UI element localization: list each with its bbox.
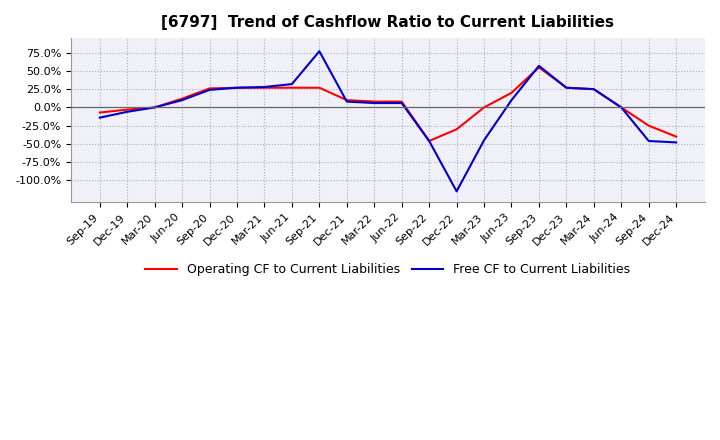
Free CF to Current Liabilities xyxy=(96,115,104,120)
Free CF to Current Liabilities xyxy=(233,85,241,90)
Operating CF to Current Liabilities xyxy=(644,123,653,128)
Operating CF to Current Liabilities xyxy=(370,99,379,104)
Operating CF to Current Liabilities xyxy=(507,90,516,95)
Operating CF to Current Liabilities xyxy=(452,127,461,132)
Operating CF to Current Liabilities xyxy=(397,99,406,104)
Free CF to Current Liabilities xyxy=(287,81,296,87)
Free CF to Current Liabilities xyxy=(315,48,324,54)
Operating CF to Current Liabilities xyxy=(260,85,269,90)
Operating CF to Current Liabilities xyxy=(480,105,488,110)
Operating CF to Current Liabilities xyxy=(96,110,104,115)
Operating CF to Current Liabilities xyxy=(535,65,544,70)
Free CF to Current Liabilities xyxy=(343,99,351,104)
Free CF to Current Liabilities xyxy=(672,140,680,145)
Free CF to Current Liabilities xyxy=(425,138,433,143)
Operating CF to Current Liabilities xyxy=(287,85,296,90)
Free CF to Current Liabilities xyxy=(480,138,488,143)
Free CF to Current Liabilities xyxy=(397,100,406,106)
Title: [6797]  Trend of Cashflow Ratio to Current Liabilities: [6797] Trend of Cashflow Ratio to Curren… xyxy=(161,15,614,30)
Operating CF to Current Liabilities xyxy=(315,85,324,90)
Operating CF to Current Liabilities xyxy=(617,105,626,110)
Line: Operating CF to Current Liabilities: Operating CF to Current Liabilities xyxy=(100,67,676,141)
Free CF to Current Liabilities xyxy=(562,85,571,90)
Free CF to Current Liabilities xyxy=(452,189,461,194)
Operating CF to Current Liabilities xyxy=(178,96,186,101)
Operating CF to Current Liabilities xyxy=(205,86,214,91)
Free CF to Current Liabilities xyxy=(617,105,626,110)
Free CF to Current Liabilities xyxy=(370,100,379,106)
Operating CF to Current Liabilities xyxy=(562,85,571,90)
Free CF to Current Liabilities xyxy=(205,87,214,92)
Operating CF to Current Liabilities xyxy=(590,87,598,92)
Free CF to Current Liabilities xyxy=(535,63,544,69)
Line: Free CF to Current Liabilities: Free CF to Current Liabilities xyxy=(100,51,676,191)
Operating CF to Current Liabilities xyxy=(150,105,159,110)
Free CF to Current Liabilities xyxy=(644,138,653,143)
Free CF to Current Liabilities xyxy=(590,87,598,92)
Free CF to Current Liabilities xyxy=(150,105,159,110)
Free CF to Current Liabilities xyxy=(123,109,132,114)
Operating CF to Current Liabilities xyxy=(233,85,241,90)
Operating CF to Current Liabilities xyxy=(425,138,433,143)
Operating CF to Current Liabilities xyxy=(123,107,132,112)
Free CF to Current Liabilities xyxy=(178,98,186,103)
Free CF to Current Liabilities xyxy=(507,98,516,103)
Operating CF to Current Liabilities xyxy=(672,134,680,139)
Legend: Operating CF to Current Liabilities, Free CF to Current Liabilities: Operating CF to Current Liabilities, Fre… xyxy=(140,258,636,282)
Operating CF to Current Liabilities xyxy=(343,98,351,103)
Free CF to Current Liabilities xyxy=(260,84,269,90)
